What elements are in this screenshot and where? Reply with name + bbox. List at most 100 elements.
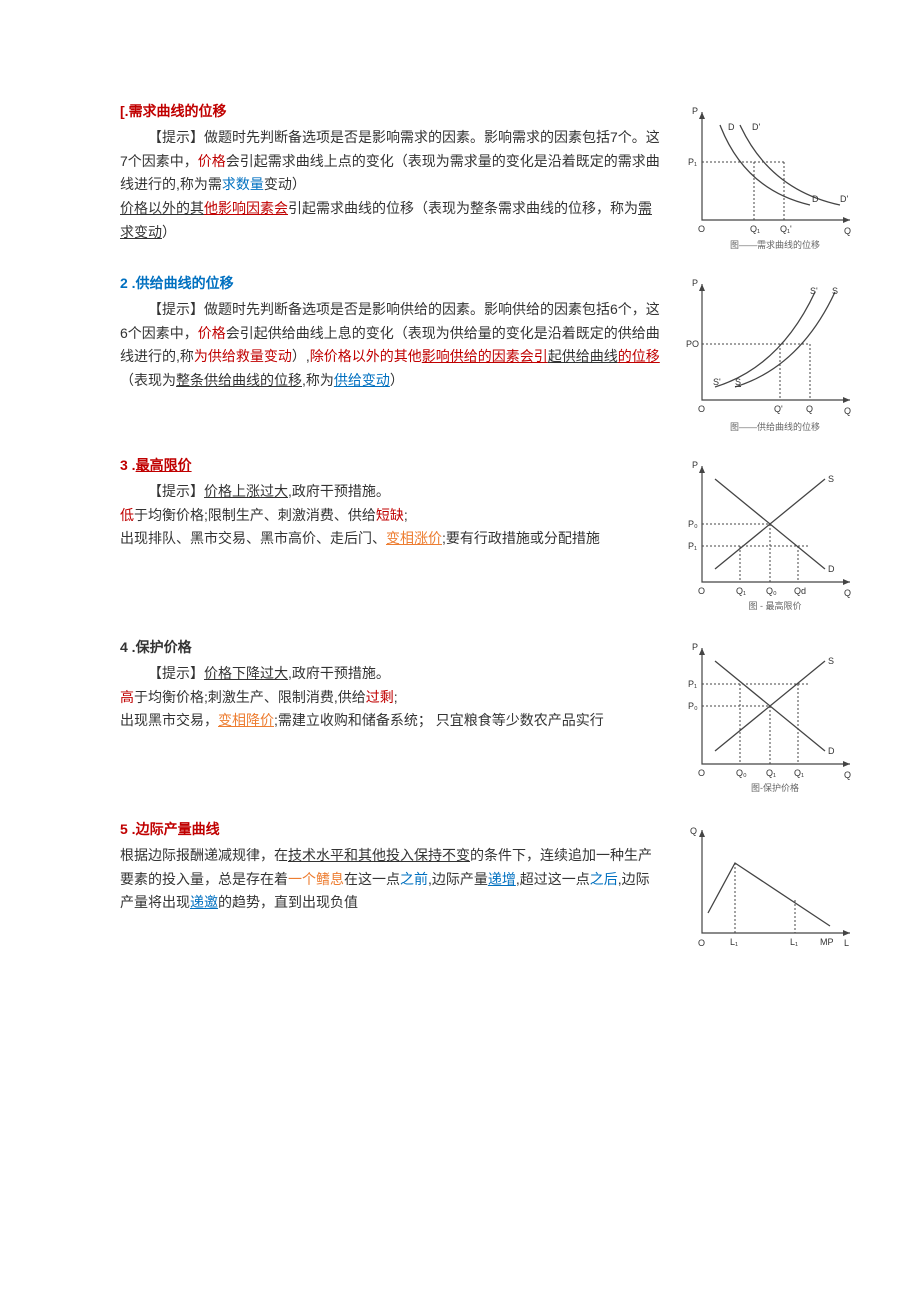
text-run: ; (404, 507, 408, 523)
svg-text:S: S (828, 474, 834, 484)
svg-text:Q: Q (844, 406, 851, 416)
text-run: 【提示】 (148, 665, 204, 681)
svg-text:O: O (698, 224, 705, 234)
body: 【提示】价格下降过大,政府干预措施。高于均衡价格;刺激生产、限制消费,供给过剩;… (120, 662, 660, 733)
svg-text:P₁: P₁ (688, 541, 697, 551)
text-run: 求数量 (222, 176, 264, 192)
section-text: [.需求曲线的位移 【提示】做题时先判断备选项是否是影响需求的因素。影响需求的因… (120, 100, 660, 250)
paragraph: 低于均衡价格;限制生产、刺激消费、供给短缺; (120, 504, 660, 528)
svg-text:S: S (828, 656, 834, 666)
text-run: ） (390, 372, 404, 388)
heading-text: 边际产量曲线 (136, 821, 220, 837)
svg-text:Q: Q (844, 770, 851, 780)
heading-prefix: 5 . (120, 821, 136, 837)
svg-text:Q₁: Q₁ (750, 224, 760, 234)
text-run: ） (162, 224, 176, 240)
svg-text:Q: Q (690, 826, 697, 836)
svg-text:P₀: P₀ (688, 701, 698, 711)
text-run: ,政府干预措施。 (288, 665, 390, 681)
text-run: 一个鳍息 (288, 871, 344, 887)
text-run: 出现排队、黑市交易、黑市高价、走后门、 (120, 530, 386, 546)
heading-text: 保护价格 (136, 639, 192, 655)
body: 根据边际报酬递减规律，在技术水平和其他投入保持不变的条件下，连续追加一种生产要素… (120, 844, 660, 915)
paragraph: 【提示】做题时先判断备选项是否是影响供给的因素。影响供给的因素包括6个，这6个因… (120, 298, 660, 393)
section-text: 3 .最高限价 【提示】价格上涨过大,政府干预措施。低于均衡价格;限制生产、刺激… (120, 454, 660, 614)
heading-text: 供给曲线的位移 (136, 275, 234, 291)
text-run: 递增 (488, 871, 516, 887)
text-run: 影响供给的因素会引 (422, 348, 548, 364)
text-run: 价格 (198, 325, 226, 341)
svg-text:S: S (735, 377, 741, 387)
body: 【提示】做题时先判断备选项是否是影响供给的因素。影响供给的因素包括6个，这6个因… (120, 298, 660, 393)
section-demand-shift: [.需求曲线的位移 【提示】做题时先判断备选项是否是影响需求的因素。影响需求的因… (120, 100, 860, 250)
text-run: 根据边际报酬递减规律，在 (120, 847, 288, 863)
chart-supply-shift: P Q O S' S S' S PO Q' Q 图——供给曲线的位移 (680, 272, 860, 432)
text-run: 价格以外的其 (120, 200, 204, 216)
svg-text:Q₀: Q₀ (766, 586, 777, 596)
text-run: 短缺 (376, 507, 404, 523)
paragraph: 出现排队、黑市交易、黑市高价、走后门、变相涨价;要有行政措施或分配措施 (120, 527, 660, 551)
svg-text:Qd: Qd (794, 586, 806, 596)
text-run: 价格 (198, 153, 226, 169)
text-run: 价格下降过大 (204, 665, 288, 681)
text-run: ）, (292, 348, 310, 364)
svg-text:Q': Q' (774, 404, 783, 414)
svg-text:D: D (812, 194, 819, 204)
text-run: ; (394, 689, 398, 705)
section-price-floor: 4 .保护价格 【提示】价格下降过大,政府干预措施。高于均衡价格;刺激生产、限制… (120, 636, 860, 796)
text-run: 于均衡价格;限制生产、刺激消费、供给 (134, 507, 376, 523)
section-price-ceiling: 3 .最高限价 【提示】价格上涨过大,政府干预措施。低于均衡价格;限制生产、刺激… (120, 454, 860, 614)
text-run: ,边际产量 (428, 871, 488, 887)
text-run: 递邀 (190, 894, 218, 910)
text-run: 高 (120, 689, 134, 705)
svg-text:Q: Q (806, 404, 813, 414)
text-run: ;要有行政措施或分配措施 (442, 530, 600, 546)
text-run: 技术水平和其他投入保持不变 (288, 847, 470, 863)
chart-marginal-product: Q L O L₁ L₁ MP (680, 818, 860, 958)
svg-text:S': S' (810, 286, 818, 296)
svg-text:D: D (728, 122, 735, 132)
svg-text:O: O (698, 404, 705, 414)
svg-text:S: S (832, 286, 838, 296)
section-marginal-product: 5 .边际产量曲线 根据边际报酬递减规律，在技术水平和其他投入保持不变的条件下，… (120, 818, 860, 958)
paragraph: 价格以外的其他影响因素会引起需求曲线的位移（表现为整条需求曲线的位移，称为需求变… (120, 197, 660, 245)
text-run: 引起需求曲线的位移（表现为整条需求曲线的位移，称为 (288, 200, 638, 216)
text-run: 变相降价 (218, 712, 274, 728)
paragraph: 根据边际报酬递减规律，在技术水平和其他投入保持不变的条件下，连续追加一种生产要素… (120, 844, 660, 915)
svg-text:Q₁: Q₁ (736, 586, 746, 596)
paragraph: 高于均衡价格;刺激生产、限制消费,供给过剩; (120, 686, 660, 710)
svg-text:Q: Q (844, 226, 851, 236)
text-run: 于均衡价格;刺激生产、限制消费,供给 (134, 689, 366, 705)
text-run: 价格上涨过大 (204, 483, 288, 499)
text-run: 除价格以外的其他 (310, 348, 422, 364)
svg-text:D': D' (752, 122, 760, 132)
text-run: 变动） (264, 176, 306, 192)
section-supply-shift: 2 .供给曲线的位移 【提示】做题时先判断备选项是否是影响供给的因素。影响供给的… (120, 272, 860, 432)
text-run: 【提示】 (148, 483, 204, 499)
heading: 4 .保护价格 (120, 636, 660, 660)
svg-text:P₁: P₁ (688, 157, 697, 167)
svg-text:L₁: L₁ (790, 937, 798, 947)
svg-text:P₁: P₁ (688, 679, 697, 689)
text-run: ,称为 (302, 372, 334, 388)
svg-text:图 - 最高限价: 图 - 最高限价 (749, 600, 802, 611)
svg-text:L₁: L₁ (730, 937, 738, 947)
text-run: ,政府干预措施。 (288, 483, 390, 499)
chart-price-floor: P Q O S D P₁ P₀ Q₀ Q₁ Q₁ 图-保护价格 (680, 636, 860, 796)
svg-text:D': D' (840, 194, 848, 204)
text-run: ;需建立收购和储备系统； 只宜粮食等少数农产品实行 (274, 712, 604, 728)
heading-prefix: [. (120, 103, 129, 119)
heading-text: 最高限价 (136, 457, 192, 473)
text-run: 他影响因素会 (204, 200, 288, 216)
paragraph: 出现黑市交易，变相降价;需建立收购和储备系统； 只宜粮食等少数农产品实行 (120, 709, 660, 733)
paragraph: 【提示】做题时先判断备选项是否是影响需求的因素。影响需求的因素包括7个。这7个因… (120, 126, 660, 197)
section-text: 5 .边际产量曲线 根据边际报酬递减规律，在技术水平和其他投入保持不变的条件下，… (120, 818, 660, 958)
svg-text:Q₁': Q₁' (780, 224, 792, 234)
svg-text:S': S' (713, 377, 721, 387)
heading: [.需求曲线的位移 (120, 100, 660, 124)
text-run: 之前 (400, 871, 428, 887)
heading: 3 .最高限价 (120, 454, 660, 478)
svg-text:O: O (698, 938, 705, 948)
svg-text:Q₁: Q₁ (766, 768, 776, 778)
svg-text:P: P (692, 460, 698, 470)
